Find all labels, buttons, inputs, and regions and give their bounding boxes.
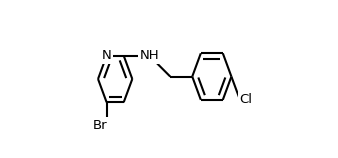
Text: NH: NH — [140, 49, 159, 62]
Text: N: N — [102, 49, 112, 62]
Text: Cl: Cl — [240, 93, 252, 106]
Text: Br: Br — [93, 119, 108, 132]
